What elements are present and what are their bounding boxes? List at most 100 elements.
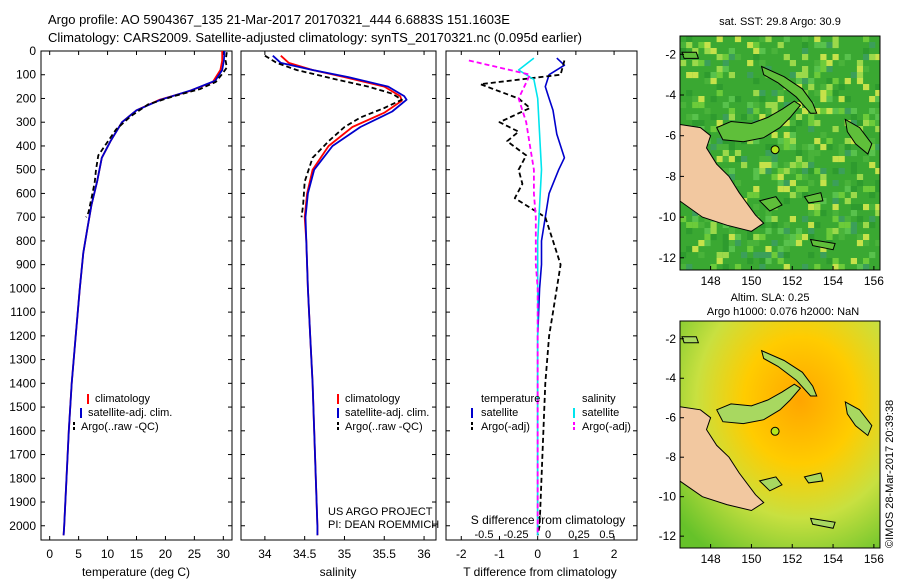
sst-cell [783,168,790,175]
manus-island [681,51,700,59]
woodlark-island [803,472,824,484]
sst-cell [814,108,821,115]
sst-cell [795,156,803,163]
sst-cell [716,258,723,265]
sst-cell [814,138,821,145]
sst-cell [789,72,796,79]
sst-cell [777,258,784,265]
sst-cell [765,168,772,175]
sst-cell [863,48,870,55]
sst-cell [814,210,821,217]
depth-tick-label: 200 [16,91,36,105]
sst-cell [820,168,827,175]
sst-cell [771,108,778,115]
x-tick-label: 34 [258,547,272,561]
sst-cell [747,240,754,247]
pi-annotation: PI: DEAN ROEMMICH [328,519,439,531]
sst-cell [838,84,845,91]
sst-cell [759,48,766,55]
sst-cell [802,192,809,199]
sst-cell [814,60,821,67]
sst-cell [832,168,839,175]
sst-cell [722,54,729,61]
sst-cell [789,126,796,133]
sst-cell [698,102,705,109]
sst-cell [863,234,870,241]
sla-map-title-1: Altim. SLA: 0.25 [731,292,810,304]
x-tick-label: 20 [159,547,173,561]
sst-cell [808,156,815,163]
sst-cell [869,42,876,49]
sst-cell [863,120,870,127]
sst-cell [728,144,735,151]
sst-cell [826,258,833,265]
sst-cell [863,54,870,61]
sst-cell [863,258,870,265]
sst-cell [863,84,870,91]
sst-cell [795,114,803,121]
sst-cell [783,132,790,139]
sst-cell [795,162,803,169]
sst-cell [808,120,815,127]
sst-cell [686,114,693,121]
sst-cell [753,90,760,97]
sst-cell [875,54,880,61]
sst-cell [820,180,827,187]
sst-cell [814,222,821,229]
sst-cell [875,126,880,133]
depth-tick-label: 1000 [9,281,36,295]
sst-cell [753,78,760,85]
sst-cell [710,72,717,79]
map-y-tick-label: -6 [665,129,676,143]
sst-cell [795,234,803,241]
sst-cell [747,102,754,109]
project-annotation: US ARGO PROJECT [328,506,433,518]
sst-cell [869,54,876,61]
sst-cell [856,174,864,181]
sst-cell [783,36,790,43]
sst-cell [777,246,784,253]
sst-cell [765,156,772,163]
sst-cell [783,186,790,193]
map-y-tick-label: -2 [665,47,676,61]
sst-cell [765,210,772,217]
depth-tick-label: 1900 [9,495,36,509]
sst-cell [850,222,857,229]
sst-cell [771,90,778,97]
sst-cell [869,222,876,229]
depth-tick-label: 1400 [9,376,36,390]
sst-cell [771,252,778,259]
sst-cell [692,96,699,103]
sst-cell [759,36,766,43]
sst-cell [863,240,870,247]
sst-cell [783,252,790,259]
temperature-axes-frame [40,50,233,541]
sst-cell [802,78,809,85]
sst-cell [716,156,723,163]
sst-cell [820,144,827,151]
sst-cell [863,204,870,211]
sst-cell [765,216,772,223]
sst-cell [869,138,876,145]
sst-cell [820,210,827,217]
sst-cell [728,168,735,175]
sst-cell [863,114,870,121]
sst-cell [808,78,815,85]
sst-cell [716,252,723,259]
sst-cell [850,258,857,265]
sst-cell [753,54,760,61]
sst-cell [716,72,723,79]
sst-cell [692,48,699,55]
sst-cell [716,144,723,151]
sst-cell [808,144,815,151]
sst-cell [716,66,723,73]
sst-cell [686,90,693,97]
sst-cell [686,72,693,79]
sst-cell [838,144,845,151]
sst-cell [692,216,699,223]
sst-cell [759,162,766,169]
sst-cell [832,258,839,265]
sst-cell [722,114,729,121]
sst-cell [826,90,833,97]
sst-cell [863,66,870,73]
